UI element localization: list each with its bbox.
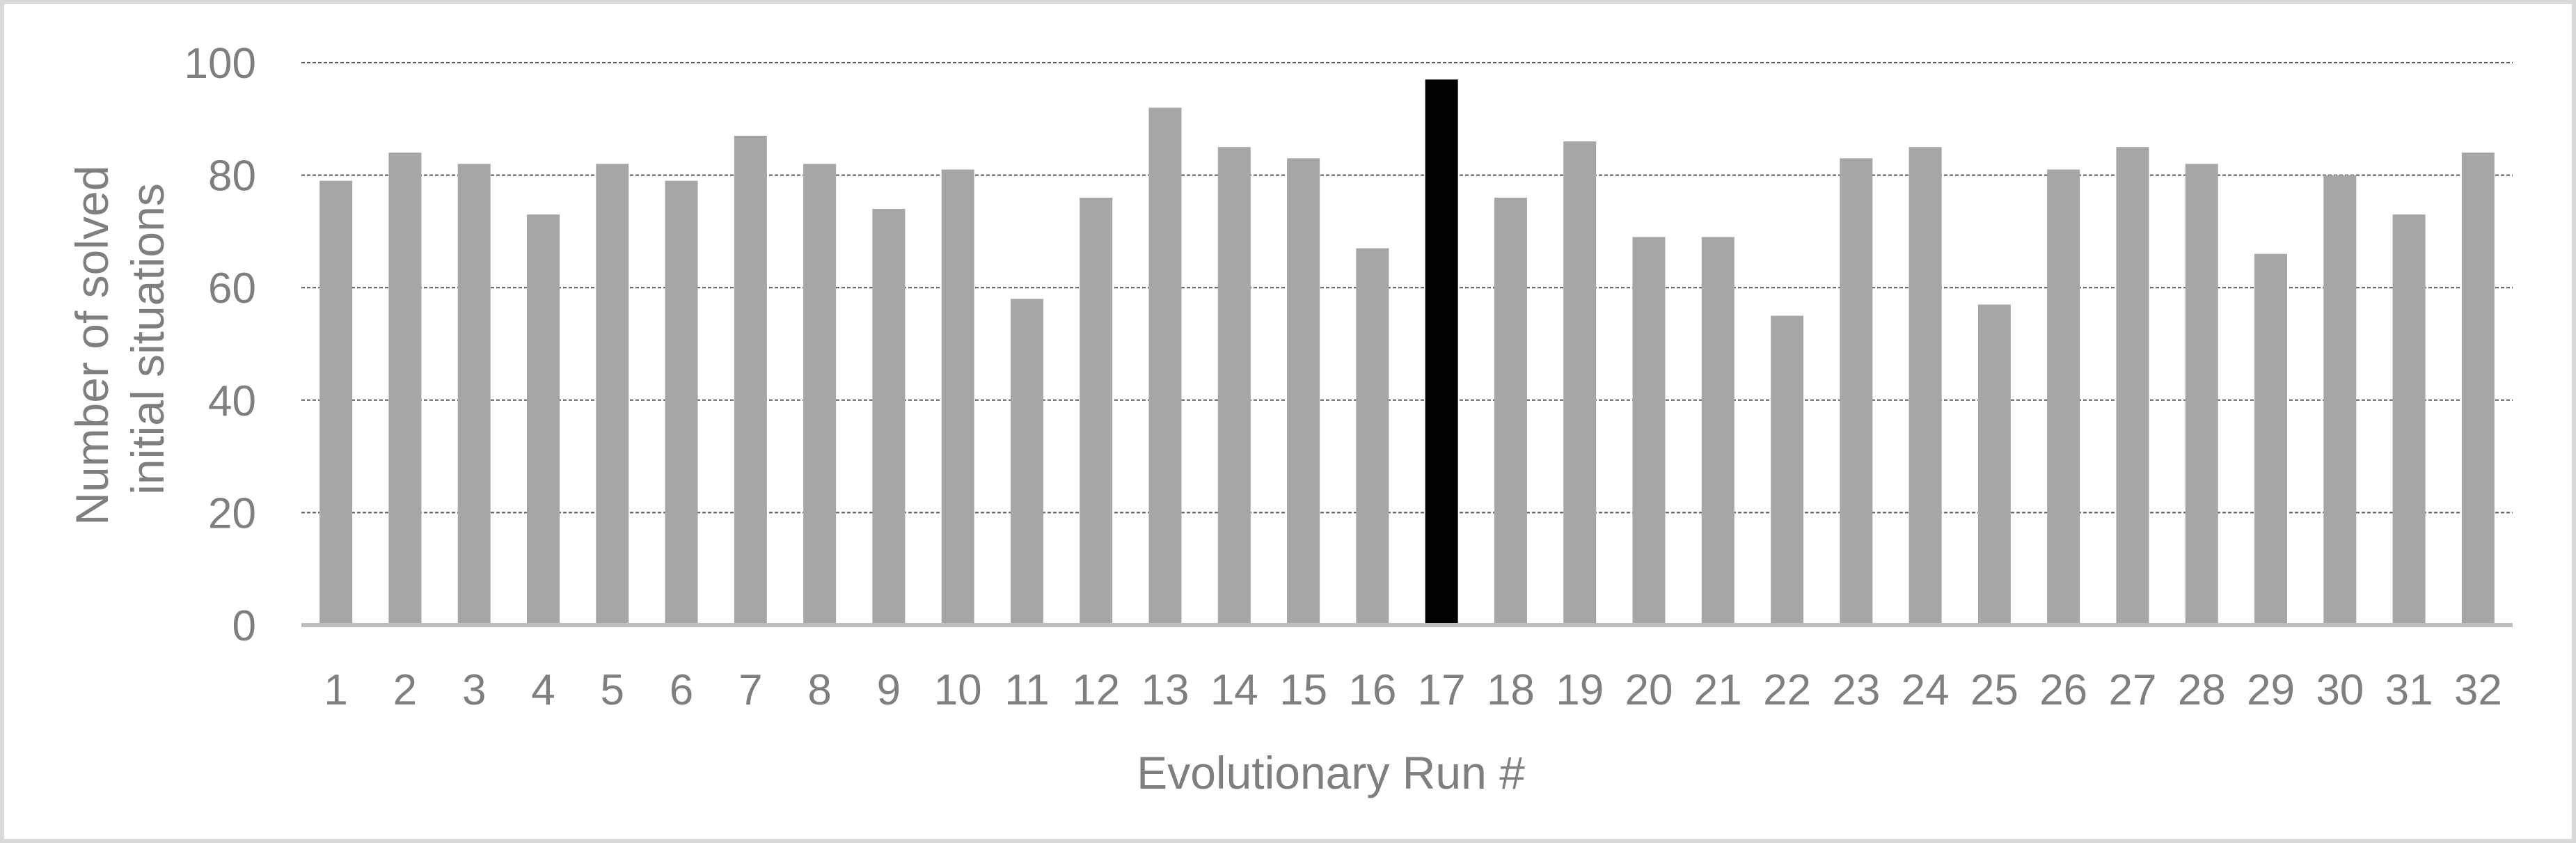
bar: [388, 152, 422, 625]
x-tick-label: 26: [2039, 666, 2087, 714]
x-tick-label: 2: [393, 666, 417, 714]
x-axis-title: Evolutionary Run #: [1137, 747, 1525, 798]
bar: [2254, 253, 2288, 626]
x-tick-label: 13: [1141, 666, 1190, 714]
x-tick-label: 30: [2316, 666, 2364, 714]
bar: [2392, 214, 2426, 625]
bar: [1287, 158, 1320, 626]
x-tick-label: 8: [807, 666, 831, 714]
bar: [2116, 147, 2149, 625]
x-tick-label: 4: [531, 666, 555, 714]
bar: [1701, 237, 1735, 626]
y-tick-label: 80: [208, 152, 256, 200]
bar: [2185, 164, 2218, 625]
bar: [2323, 175, 2357, 626]
y-tick-label: 20: [208, 489, 256, 537]
bar: [457, 164, 491, 625]
bar: [1356, 248, 1389, 625]
bar: [1771, 315, 1804, 625]
bar: [1977, 304, 2011, 625]
y-tick-labels: 0 20 40 60 80 100: [184, 40, 256, 650]
y-tick-label: 100: [184, 40, 256, 88]
x-tick-label: 10: [934, 666, 982, 714]
x-tick-label: 14: [1210, 666, 1258, 714]
x-tick-label: 6: [670, 666, 693, 714]
x-tick-label: 5: [601, 666, 624, 714]
bar: [1840, 158, 1873, 626]
bar: [1563, 141, 1597, 625]
y-axis-title-line-2: initial situations: [122, 183, 173, 495]
gridlines: [301, 62, 2513, 514]
bar: [1909, 147, 1942, 625]
bar: [803, 164, 837, 625]
x-tick-label: 20: [1625, 666, 1673, 714]
x-tick-label: 7: [738, 666, 762, 714]
x-tick-label: 3: [462, 666, 486, 714]
bar: [1010, 299, 1043, 625]
bar: [941, 169, 974, 625]
x-tick-label: 18: [1487, 666, 1535, 714]
x-tick-label: 31: [2385, 666, 2433, 714]
x-tick-label: 12: [1072, 666, 1120, 714]
bar: [1494, 197, 1527, 625]
y-axis-title-line-1: Number of solved: [66, 166, 118, 526]
x-tick-label: 27: [2108, 666, 2156, 714]
y-tick-label: 0: [232, 602, 256, 650]
bar: [2047, 169, 2080, 625]
x-tick-label: 24: [1902, 666, 1950, 714]
x-tick-label: 25: [1970, 666, 2018, 714]
bar: [734, 136, 767, 626]
bar: [1148, 107, 1182, 625]
bar: [319, 180, 353, 625]
bar: [872, 209, 906, 626]
bar: [596, 164, 629, 625]
x-tick-label: 19: [1556, 666, 1604, 714]
x-tick-label: 17: [1418, 666, 1466, 714]
x-tick-label: 22: [1763, 666, 1811, 714]
y-tick-label: 60: [208, 265, 256, 313]
y-tick-label: 40: [208, 377, 256, 425]
x-tick-label: 11: [1004, 666, 1049, 714]
x-tick-label: 32: [2454, 666, 2502, 714]
y-axis-title: Number of solved initial situations: [66, 152, 173, 526]
bar-highlighted: [1425, 79, 1458, 626]
x-tick-label: 16: [1348, 666, 1396, 714]
bar: [1080, 197, 1113, 625]
x-tick-label: 9: [877, 666, 901, 714]
bars: [319, 79, 2495, 626]
bar: [526, 214, 560, 625]
x-tick-labels: 1 2 3 4 5 6 7 8 9 10 11 12 13 14 15 16 17 18 19 20 21 22 23 24 2…: [324, 666, 2502, 714]
bar: [2461, 152, 2495, 625]
bar: [1632, 237, 1666, 626]
x-tick-label: 29: [2247, 666, 2295, 714]
bar: [665, 180, 698, 625]
x-tick-label: 15: [1279, 666, 1327, 714]
x-tick-label: 23: [1832, 666, 1880, 714]
x-tick-label: 28: [2178, 666, 2226, 714]
bar: [1217, 147, 1251, 625]
x-tick-label: 1: [324, 666, 347, 714]
x-tick-label: 21: [1694, 666, 1742, 714]
